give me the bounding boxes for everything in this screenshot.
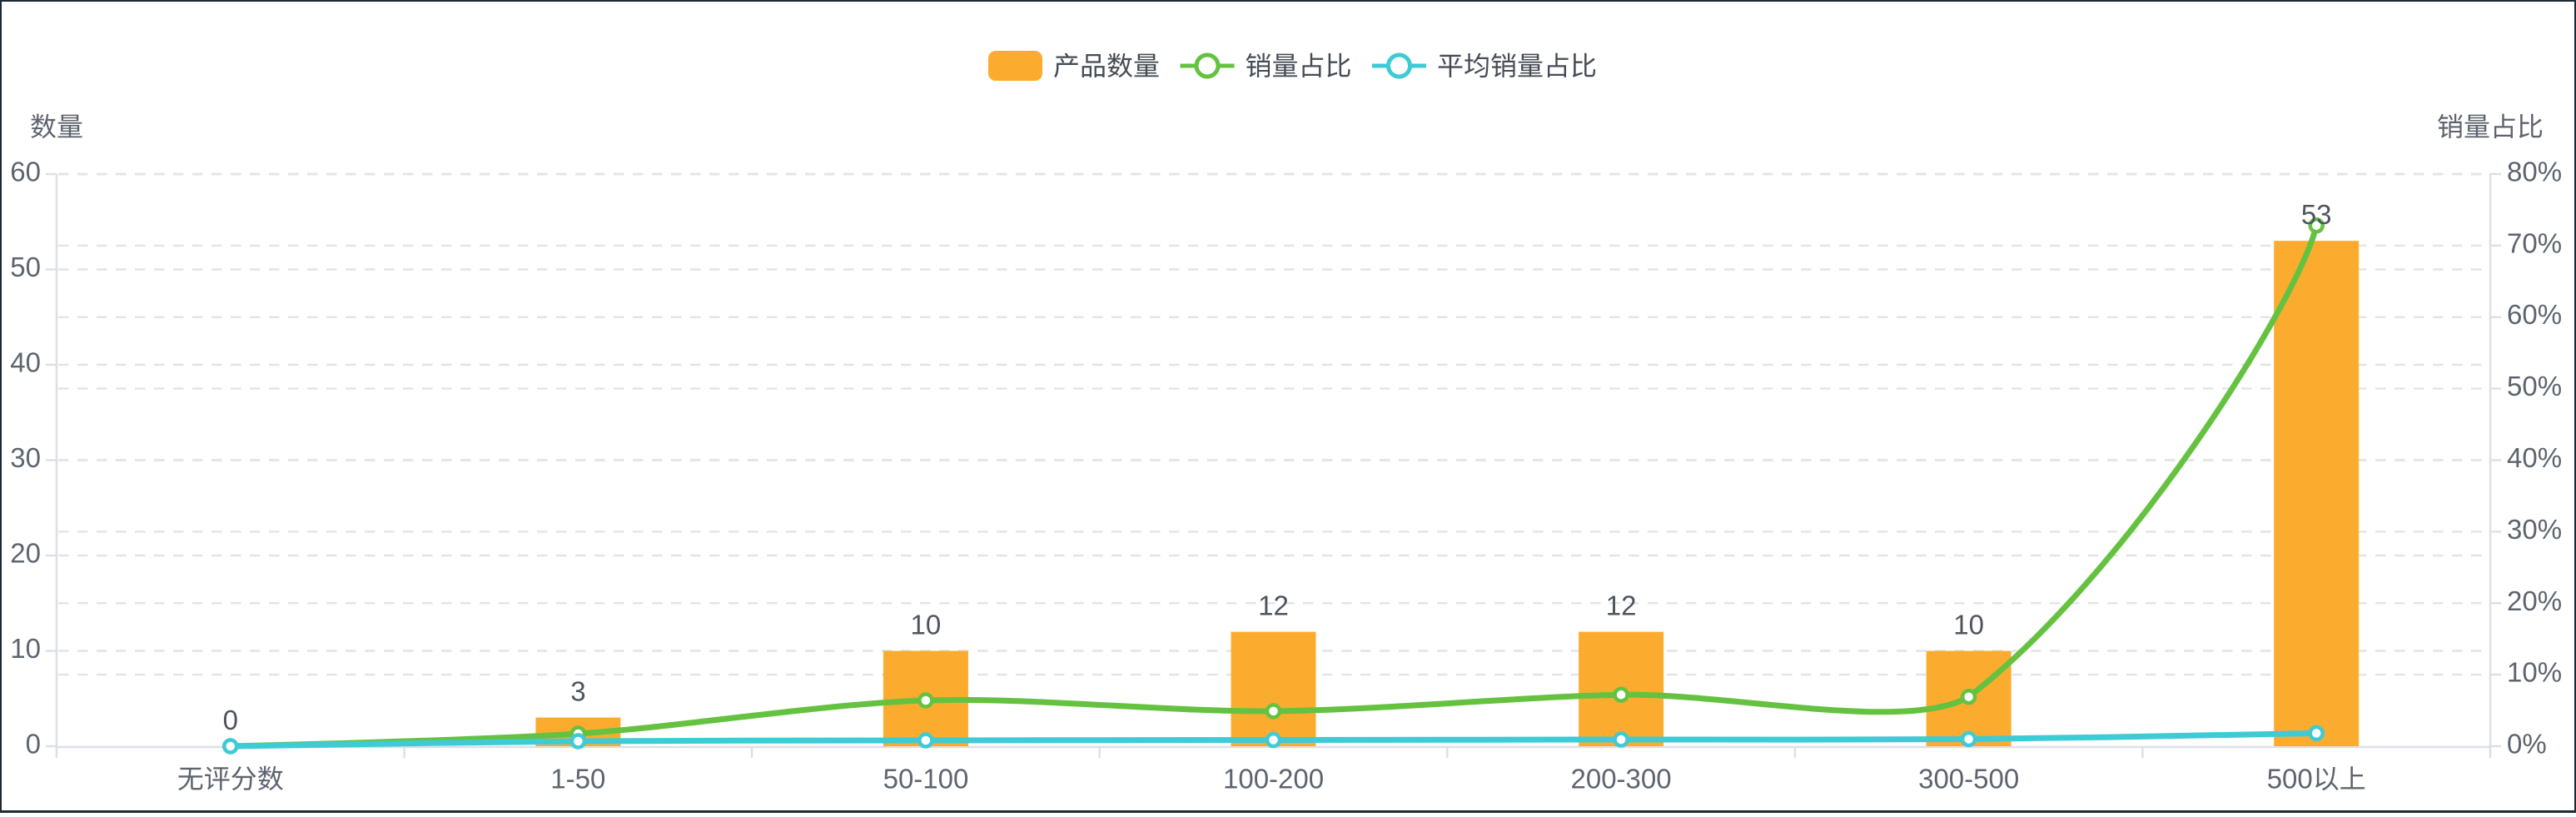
svg-text:0%: 0% <box>2507 729 2547 760</box>
svg-text:0: 0 <box>223 705 238 735</box>
svg-text:50-100: 50-100 <box>883 764 969 795</box>
svg-text:50%: 50% <box>2507 371 2562 401</box>
svg-text:1-50: 1-50 <box>550 764 605 795</box>
svg-text:300-500: 300-500 <box>1918 764 2019 795</box>
svg-text:30: 30 <box>10 442 41 473</box>
svg-text:10%: 10% <box>2507 657 2562 688</box>
svg-text:12: 12 <box>1258 590 1289 621</box>
svg-text:100-200: 100-200 <box>1223 764 1324 795</box>
svg-text:3: 3 <box>570 676 585 707</box>
svg-text:70%: 70% <box>2507 227 2562 258</box>
svg-text:80%: 80% <box>2507 157 2562 187</box>
svg-text:60%: 60% <box>2507 299 2562 330</box>
svg-text:40: 40 <box>10 347 41 378</box>
svg-text:30%: 30% <box>2507 514 2562 545</box>
svg-text:0: 0 <box>26 729 41 760</box>
svg-text:60: 60 <box>10 157 41 187</box>
svg-text:10: 10 <box>1953 610 1984 640</box>
svg-text:200-300: 200-300 <box>1571 764 1672 795</box>
svg-text:53: 53 <box>2301 199 2332 230</box>
svg-text:40%: 40% <box>2507 442 2562 473</box>
svg-text:50: 50 <box>10 252 41 282</box>
svg-text:12: 12 <box>1606 590 1637 621</box>
svg-text:20%: 20% <box>2507 585 2562 616</box>
svg-text:20: 20 <box>10 538 41 569</box>
svg-text:10: 10 <box>10 633 41 664</box>
svg-text:500: 500 <box>2267 764 2313 795</box>
svg-text:10: 10 <box>911 610 942 640</box>
